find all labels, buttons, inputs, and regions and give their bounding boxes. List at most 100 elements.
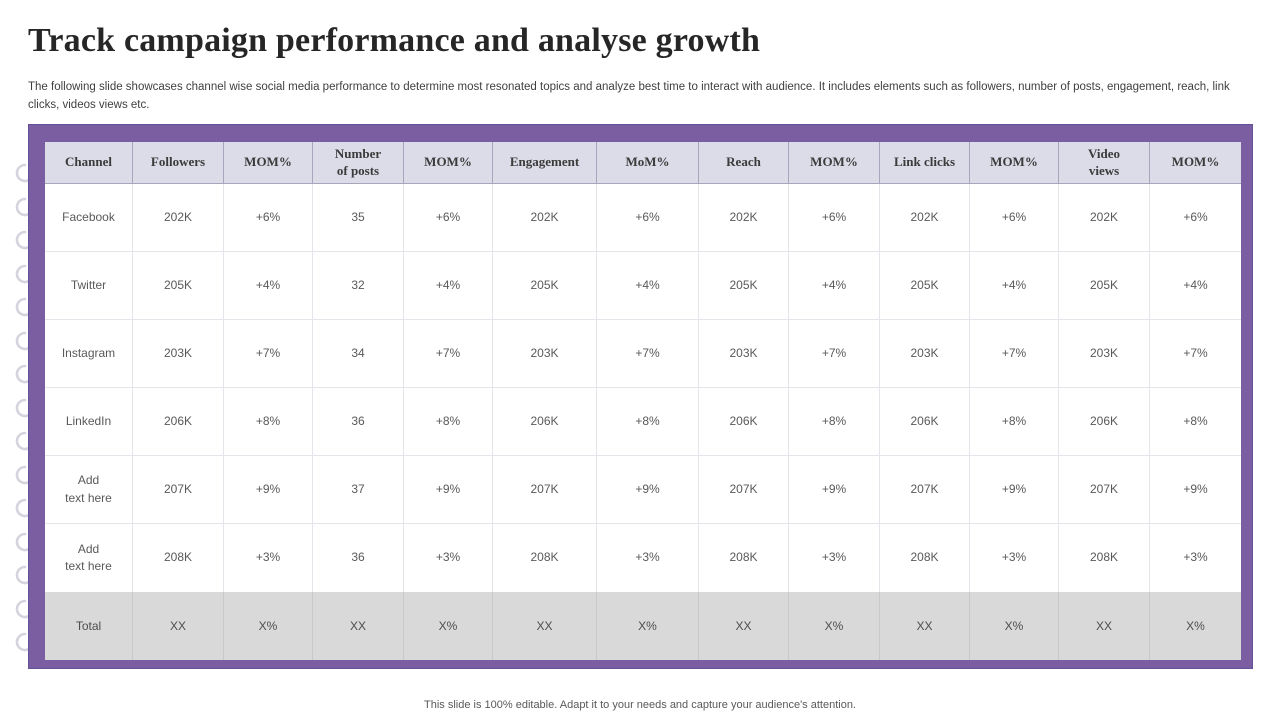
column-header: MOM% (789, 142, 880, 184)
column-header: Followers (133, 142, 224, 184)
channel-placeholder-cell[interactable]: Add text here (45, 456, 133, 524)
metric-cell: 36 (313, 524, 404, 592)
total-metric-cell: X% (1150, 592, 1241, 660)
column-header: Link clicks (880, 142, 970, 184)
total-metric-cell: XX (493, 592, 597, 660)
table-row: Twitter 205K +4% 32 +4% 205K +4% 205K +4% 205K +4%… (45, 252, 1241, 320)
total-metric-cell: XX (699, 592, 789, 660)
metric-cell: +9% (597, 456, 699, 524)
metric-cell: 205K (880, 252, 970, 320)
table-row: Facebook 202K +6% 35 +6% 202K +6% 202K +6% 202K +6… (45, 184, 1241, 252)
total-row: Total XX X% XX X% XX X% XX X% XX X% XX X% (45, 592, 1241, 660)
metric-cell: 203K (880, 320, 970, 388)
total-metric-cell: XX (880, 592, 970, 660)
channel-cell: Twitter (45, 252, 133, 320)
total-metric-cell: XX (1059, 592, 1150, 660)
metric-cell: +9% (970, 456, 1059, 524)
table-row: Add text here 208K +3% 36 +3% 208K +3% 208K +3% 2… (45, 524, 1241, 592)
table-row: Instagram 203K +7% 34 +7% 203K +7% 203K +7% 203K +… (45, 320, 1241, 388)
metric-cell: +8% (404, 388, 493, 456)
metric-cell: +7% (1150, 320, 1241, 388)
metric-cell: +4% (789, 252, 880, 320)
metric-cell: 205K (699, 252, 789, 320)
column-header: Video views (1059, 142, 1150, 184)
metric-cell: +9% (789, 456, 880, 524)
metric-cell: +4% (970, 252, 1059, 320)
footer-note: This slide is 100% editable. Adapt it to… (424, 699, 856, 711)
channel-cell: Facebook (45, 184, 133, 252)
channel-placeholder-cell[interactable]: Add text here (45, 524, 133, 592)
metric-cell: 208K (133, 524, 224, 592)
metric-cell: +6% (224, 184, 313, 252)
metric-cell: +9% (224, 456, 313, 524)
metric-cell: 34 (313, 320, 404, 388)
total-metric-cell: X% (789, 592, 880, 660)
metric-cell: 202K (699, 184, 789, 252)
table-row: LinkedIn 206K +8% 36 +8% 206K +8% 206K +8% 206K +8… (45, 388, 1241, 456)
metric-cell: +9% (1150, 456, 1241, 524)
metric-cell: +8% (1150, 388, 1241, 456)
metric-cell: 203K (133, 320, 224, 388)
performance-table-frame: Channel Followers MOM% Number of posts MOM% E… (28, 124, 1253, 669)
metric-cell: 202K (1059, 184, 1150, 252)
table-header-row: Channel Followers MOM% Number of posts MOM% E… (45, 142, 1241, 184)
metric-cell: 206K (880, 388, 970, 456)
metric-cell: 203K (699, 320, 789, 388)
metric-cell: 205K (1059, 252, 1150, 320)
column-header: Channel (45, 142, 133, 184)
metric-cell: 202K (880, 184, 970, 252)
metric-cell: 205K (493, 252, 597, 320)
metric-cell: 205K (133, 252, 224, 320)
metric-cell: 207K (880, 456, 970, 524)
metric-cell: +8% (789, 388, 880, 456)
metric-cell: 32 (313, 252, 404, 320)
metric-cell: +9% (404, 456, 493, 524)
metric-cell: 208K (493, 524, 597, 592)
column-header: MoM% (597, 142, 699, 184)
metric-cell: 206K (699, 388, 789, 456)
column-header: MOM% (1150, 142, 1241, 184)
metric-cell: +7% (970, 320, 1059, 388)
metric-cell: +3% (404, 524, 493, 592)
total-label-cell: Total (45, 592, 133, 660)
metric-cell: +8% (224, 388, 313, 456)
total-metric-cell: X% (224, 592, 313, 660)
metric-cell: 206K (133, 388, 224, 456)
metric-cell: +6% (404, 184, 493, 252)
metric-cell: 207K (493, 456, 597, 524)
total-metric-cell: X% (597, 592, 699, 660)
total-metric-cell: XX (133, 592, 224, 660)
metric-cell: 35 (313, 184, 404, 252)
column-header: Engagement (493, 142, 597, 184)
metric-cell: 207K (133, 456, 224, 524)
total-metric-cell: X% (970, 592, 1059, 660)
metric-cell: 206K (1059, 388, 1150, 456)
metric-cell: +6% (789, 184, 880, 252)
metric-cell: 36 (313, 388, 404, 456)
column-header: Number of posts (313, 142, 404, 184)
metric-cell: +7% (597, 320, 699, 388)
performance-table: Channel Followers MOM% Number of posts MOM% E… (45, 142, 1241, 660)
metric-cell: 208K (880, 524, 970, 592)
metric-cell: +4% (404, 252, 493, 320)
metric-cell: +6% (1150, 184, 1241, 252)
slide-description: The following slide showcases channel wi… (28, 81, 1230, 111)
metric-cell: +8% (597, 388, 699, 456)
column-header: MOM% (404, 142, 493, 184)
metric-cell: 202K (133, 184, 224, 252)
metric-cell: +4% (1150, 252, 1241, 320)
metric-cell: +7% (404, 320, 493, 388)
metric-cell: +8% (970, 388, 1059, 456)
metric-cell: +6% (597, 184, 699, 252)
total-metric-cell: XX (313, 592, 404, 660)
metric-cell: +3% (597, 524, 699, 592)
metric-cell: 208K (699, 524, 789, 592)
metric-cell: 202K (493, 184, 597, 252)
channel-cell: LinkedIn (45, 388, 133, 456)
metric-cell: 203K (1059, 320, 1150, 388)
metric-cell: 206K (493, 388, 597, 456)
metric-cell: +7% (789, 320, 880, 388)
table-row: Add text here 207K +9% 37 +9% 207K +9% 207K +9% 2… (45, 456, 1241, 524)
table-body: Facebook 202K +6% 35 +6% 202K +6% 202K +6% 202K +6… (45, 184, 1241, 592)
